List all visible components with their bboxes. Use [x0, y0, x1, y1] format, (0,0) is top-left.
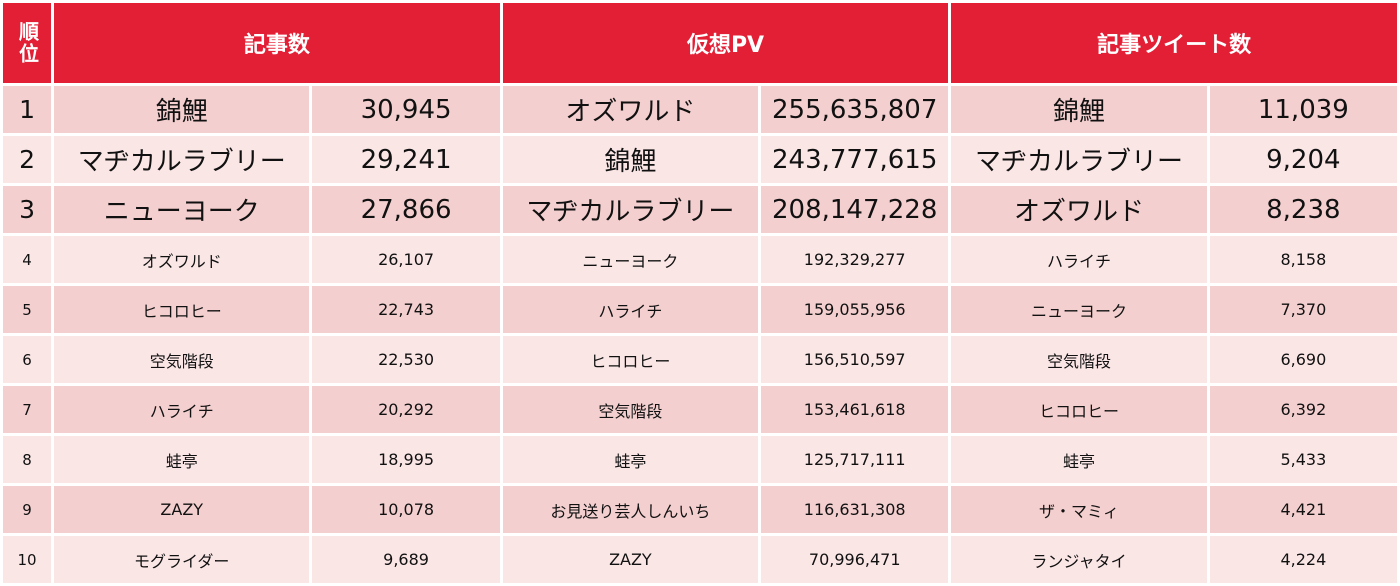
pv-name: マヂカルラブリー — [502, 186, 759, 233]
tweet-count-name: ハライチ — [951, 236, 1207, 283]
pv-value: 255,635,807 — [761, 86, 949, 133]
tweet-count-value: 6,690 — [1209, 336, 1397, 383]
tweet-count-name: ヒコロヒー — [951, 386, 1207, 433]
pv-name: 空気階段 — [502, 386, 759, 433]
rank-cell: 6 — [3, 336, 52, 383]
table-row: 1 錦鯉 30,945 オズワルド 255,635,807 錦鯉 11,039 — [3, 86, 1397, 133]
article-count-value: 20,292 — [312, 386, 500, 433]
header-row: 順位 記事数 仮想PV 記事ツイート数 — [3, 3, 1397, 83]
tweet-count-value: 9,204 — [1209, 136, 1397, 183]
pv-name: ニューヨーク — [502, 236, 759, 283]
tweet-count-name: ニューヨーク — [951, 286, 1207, 333]
table-row: 8 蛙亭 18,995 蛙亭 125,717,111 蛙亭 5,433 — [3, 436, 1397, 483]
pv-value: 159,055,956 — [761, 286, 949, 333]
tweet-count-name: 錦鯉 — [951, 86, 1207, 133]
article-count-value: 26,107 — [312, 236, 500, 283]
tweet-count-name: 蛙亭 — [951, 436, 1207, 483]
ranking-body: 1 錦鯉 30,945 オズワルド 255,635,807 錦鯉 11,039 … — [3, 86, 1397, 583]
pv-name: ハライチ — [502, 286, 759, 333]
tweet-count-value: 4,224 — [1209, 536, 1397, 583]
rank-cell: 4 — [3, 236, 52, 283]
article-count-name: ニューヨーク — [54, 186, 310, 233]
pv-name: お見送り芸人しんいち — [502, 486, 759, 533]
article-count-name: ZAZY — [54, 486, 310, 533]
rank-cell: 1 — [3, 86, 52, 133]
tweet-count-value: 8,158 — [1209, 236, 1397, 283]
tweet-count-value: 4,421 — [1209, 486, 1397, 533]
pv-name: ZAZY — [502, 536, 759, 583]
articles-header: 記事数 — [54, 3, 500, 83]
rank-cell: 7 — [3, 386, 52, 433]
pv-value: 70,996,471 — [761, 536, 949, 583]
pv-value: 208,147,228 — [761, 186, 949, 233]
tweet-count-value: 7,370 — [1209, 286, 1397, 333]
article-count-name: マヂカルラブリー — [54, 136, 310, 183]
rank-cell: 9 — [3, 486, 52, 533]
rank-cell: 10 — [3, 536, 52, 583]
pv-name: 蛙亭 — [502, 436, 759, 483]
table-row: 7 ハライチ 20,292 空気階段 153,461,618 ヒコロヒー 6,3… — [3, 386, 1397, 433]
pv-name: オズワルド — [502, 86, 759, 133]
pv-value: 156,510,597 — [761, 336, 949, 383]
pv-value: 153,461,618 — [761, 386, 949, 433]
pv-value: 243,777,615 — [761, 136, 949, 183]
rank-cell: 2 — [3, 136, 52, 183]
article-count-value: 22,743 — [312, 286, 500, 333]
article-count-name: ハライチ — [54, 386, 310, 433]
pv-name: 錦鯉 — [502, 136, 759, 183]
rank-header: 順位 — [3, 3, 52, 83]
rank-cell: 3 — [3, 186, 52, 233]
tweet-count-name: マヂカルラブリー — [951, 136, 1207, 183]
article-count-name: ヒコロヒー — [54, 286, 310, 333]
pv-name: ヒコロヒー — [502, 336, 759, 383]
table-row: 2 マヂカルラブリー 29,241 錦鯉 243,777,615 マヂカルラブリ… — [3, 136, 1397, 183]
article-count-value: 30,945 — [312, 86, 500, 133]
article-count-value: 10,078 — [312, 486, 500, 533]
article-count-value: 9,689 — [312, 536, 500, 583]
pv-value: 125,717,111 — [761, 436, 949, 483]
article-count-name: 錦鯉 — [54, 86, 310, 133]
article-count-value: 18,995 — [312, 436, 500, 483]
tweet-count-name: 空気階段 — [951, 336, 1207, 383]
pv-header: 仮想PV — [502, 3, 949, 83]
table-row: 3 ニューヨーク 27,866 マヂカルラブリー 208,147,228 オズワ… — [3, 186, 1397, 233]
tweets-header: 記事ツイート数 — [951, 3, 1397, 83]
table-row: 6 空気階段 22,530 ヒコロヒー 156,510,597 空気階段 6,6… — [3, 336, 1397, 383]
tweet-count-value: 5,433 — [1209, 436, 1397, 483]
table-row: 9 ZAZY 10,078 お見送り芸人しんいち 116,631,308 ザ・マ… — [3, 486, 1397, 533]
tweet-count-name: ランジャタイ — [951, 536, 1207, 583]
article-count-value: 29,241 — [312, 136, 500, 183]
tweet-count-value: 8,238 — [1209, 186, 1397, 233]
article-count-value: 27,866 — [312, 186, 500, 233]
rank-cell: 5 — [3, 286, 52, 333]
article-count-name: モグライダー — [54, 536, 310, 583]
pv-value: 192,329,277 — [761, 236, 949, 283]
table-row: 4 オズワルド 26,107 ニューヨーク 192,329,277 ハライチ 8… — [3, 236, 1397, 283]
table-row: 10 モグライダー 9,689 ZAZY 70,996,471 ランジャタイ 4… — [3, 536, 1397, 583]
article-count-name: オズワルド — [54, 236, 310, 283]
pv-value: 116,631,308 — [761, 486, 949, 533]
article-count-name: 空気階段 — [54, 336, 310, 383]
tweet-count-value: 6,392 — [1209, 386, 1397, 433]
article-count-name: 蛙亭 — [54, 436, 310, 483]
tweet-count-name: オズワルド — [951, 186, 1207, 233]
table-row: 5 ヒコロヒー 22,743 ハライチ 159,055,956 ニューヨーク 7… — [3, 286, 1397, 333]
rank-cell: 8 — [3, 436, 52, 483]
tweet-count-value: 11,039 — [1209, 86, 1397, 133]
article-count-value: 22,530 — [312, 336, 500, 383]
tweet-count-name: ザ・マミィ — [951, 486, 1207, 533]
